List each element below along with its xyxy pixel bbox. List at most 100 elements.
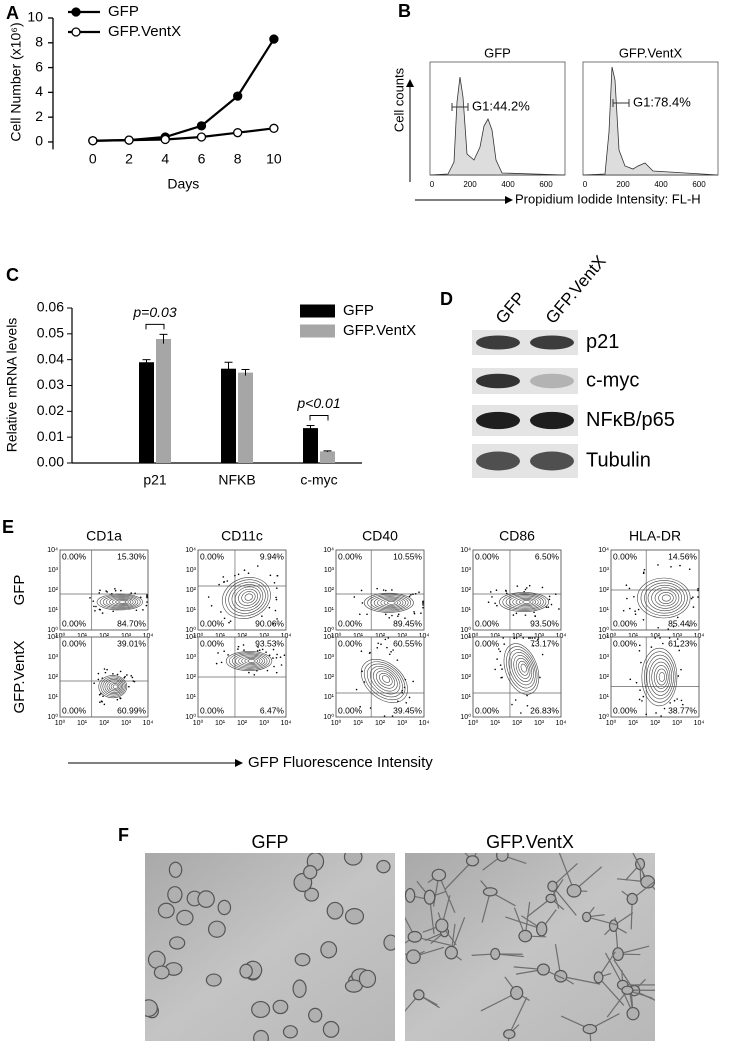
y-tick-label: 10¹: [186, 694, 197, 701]
x-tick-label: 10³: [534, 633, 545, 640]
event-dot: [275, 598, 278, 601]
event-dot: [680, 699, 683, 702]
quadrant-value: 0.00%: [475, 618, 500, 628]
protein-label: NFκB/p65: [586, 409, 675, 431]
event-dot: [497, 648, 500, 650]
x-tick-label: 10⁰: [331, 632, 342, 640]
bar: [156, 339, 171, 463]
y-tick-label: 10¹: [324, 607, 335, 614]
cell: [304, 887, 320, 902]
x-tick-label: 10¹: [628, 633, 639, 640]
event-dot: [376, 646, 379, 649]
cell-process: [508, 997, 528, 1035]
contour: [238, 588, 259, 606]
column-title: CD86: [499, 528, 535, 544]
data-point: [269, 34, 279, 44]
y-axis-label: Relative mRNA levels: [4, 318, 20, 453]
cell-process: [552, 863, 578, 887]
plot-frame: [59, 549, 149, 631]
y-tick-label: 10⁴: [47, 634, 58, 641]
event-dot: [692, 596, 694, 598]
event-dot: [634, 610, 636, 612]
cell: [320, 941, 338, 959]
contour: [115, 599, 129, 605]
event-dot: [384, 613, 387, 616]
event-dot: [659, 637, 661, 639]
quadrant-value: 85.44%: [668, 618, 697, 628]
cell: [626, 892, 638, 906]
x-tick-label: 10³: [397, 633, 408, 640]
contour: [648, 658, 673, 696]
lane-label: GFP.VentX: [542, 252, 610, 328]
cell-process: [560, 975, 601, 985]
x-tick-label: 10⁰: [55, 719, 66, 727]
event-dot: [217, 652, 219, 654]
event-dot: [227, 654, 229, 656]
quadrant-value: 60.55%: [393, 638, 422, 648]
x-tick-label: 0: [430, 180, 435, 189]
x-tick-label: 10¹: [628, 720, 639, 727]
event-dot: [130, 674, 133, 677]
x-tick-label: 10¹: [77, 720, 88, 727]
event-dot: [248, 671, 250, 674]
y-tick-label: 10⁰: [598, 626, 609, 634]
event-dot: [676, 638, 679, 640]
event-dot: [279, 656, 282, 658]
event-dot: [358, 613, 361, 616]
cell: [536, 921, 548, 937]
annotation: p<0.01: [296, 395, 340, 411]
contour: [109, 597, 134, 607]
event-dot: [103, 703, 106, 706]
y-tick-label: 10²: [599, 674, 610, 681]
event-dot: [524, 588, 527, 591]
event-dot: [146, 594, 148, 596]
error-bar: [323, 450, 332, 452]
quadrant-value: 26.83%: [530, 705, 559, 715]
event-dot: [529, 637, 531, 639]
event-dot: [102, 695, 104, 698]
event-dot: [210, 605, 213, 607]
quadrant-value: 38.77%: [668, 705, 697, 715]
contour: [379, 672, 393, 686]
event-dot: [512, 614, 515, 616]
x-tick-label: 10³: [121, 720, 132, 727]
contour: [661, 594, 671, 602]
event-dot: [629, 678, 632, 681]
event-dot: [139, 596, 142, 599]
event-dot: [114, 589, 117, 592]
plot-frame: [335, 549, 425, 631]
contour: [102, 677, 125, 696]
plot-frame: [610, 636, 700, 718]
contour: [658, 592, 674, 604]
cell: [490, 947, 501, 961]
event-dot: [524, 614, 527, 616]
cell: [510, 985, 524, 1000]
y-tick-label: 10⁰: [47, 713, 58, 721]
contour: [512, 596, 539, 608]
y-tick-label: 0.05: [37, 325, 64, 341]
event-dot: [645, 713, 648, 716]
x-tick-label: 8: [234, 151, 242, 167]
contour: [231, 584, 264, 612]
panel-label: C: [6, 265, 19, 285]
legend-label: GFP: [108, 3, 139, 20]
event-dot: [120, 589, 122, 592]
event-dot: [677, 645, 679, 648]
x-tick-label: 10²: [237, 633, 248, 640]
event-dot: [265, 651, 267, 653]
y-tick-label: 10⁰: [185, 713, 196, 721]
event-dot: [667, 628, 670, 630]
x-tick-label: 10⁴: [419, 720, 430, 727]
contour: [641, 647, 678, 707]
error-bar: [241, 368, 250, 376]
event-dot: [499, 664, 502, 666]
bar: [139, 362, 154, 463]
quadrant-value: 61.23%: [668, 638, 697, 648]
row-label: GFP: [11, 575, 28, 606]
event-dot: [531, 637, 534, 639]
event-dot: [413, 612, 416, 615]
contour: [377, 597, 404, 609]
y-tick-label: 10²: [324, 674, 335, 681]
event-dot: [145, 604, 148, 607]
event-dot: [131, 676, 134, 679]
